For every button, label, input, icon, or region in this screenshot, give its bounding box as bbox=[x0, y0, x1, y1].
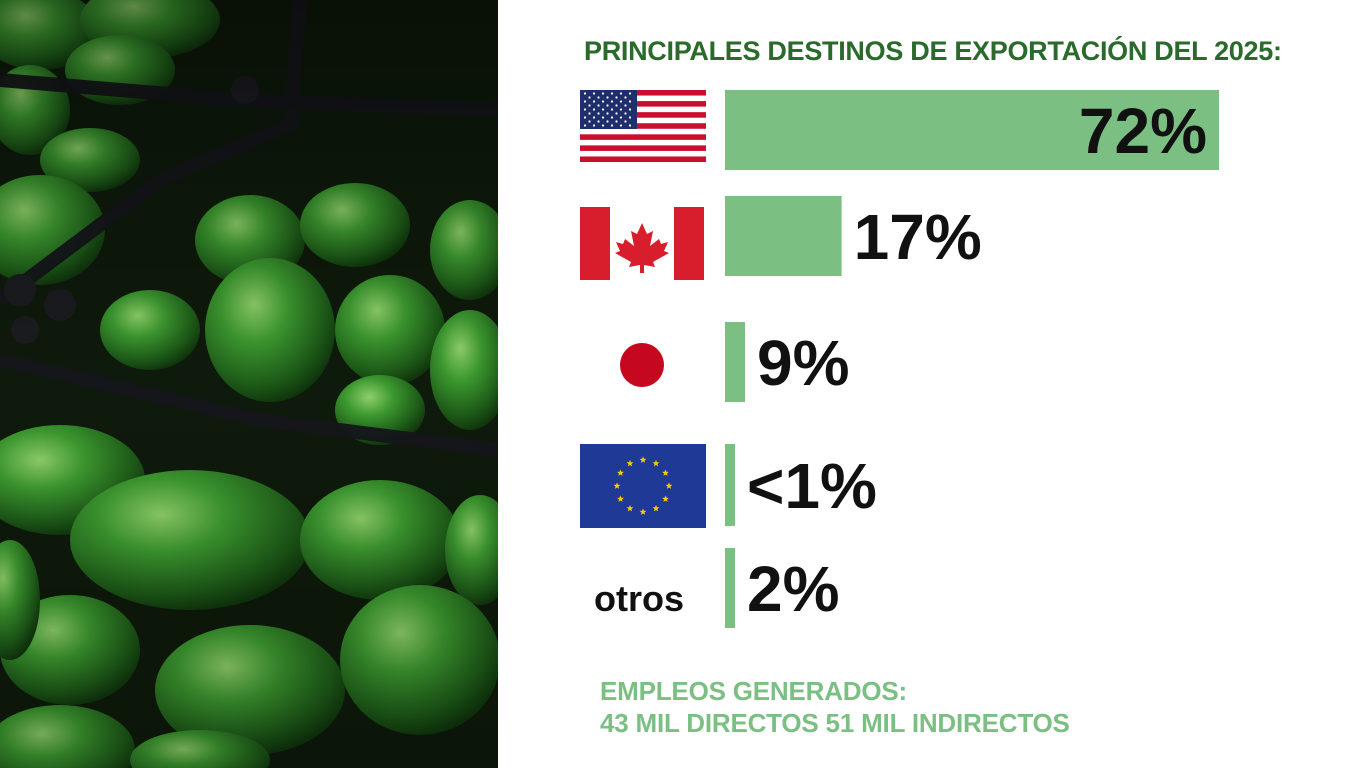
footer-line-2: 43 MIL DIRECTOS 51 MIL INDIRECTOS bbox=[600, 708, 1070, 738]
bar-japan bbox=[725, 322, 745, 402]
bar-otros bbox=[725, 548, 735, 628]
canada-flag-icon bbox=[580, 207, 704, 280]
value-label-canada: 17% bbox=[854, 201, 982, 273]
chart-title: PRINCIPALES DESTINOS DE EXPORTACIÓN DEL … bbox=[584, 36, 1282, 66]
bar-eu bbox=[725, 444, 735, 526]
value-label-otros: 2% bbox=[747, 553, 840, 625]
eu-flag-icon bbox=[580, 444, 706, 528]
bar-usa bbox=[725, 90, 1219, 170]
value-label-japan: 9% bbox=[757, 327, 850, 399]
category-label-otros: otros bbox=[594, 578, 684, 619]
japan-flag-icon bbox=[580, 330, 704, 400]
footer-line-1: EMPLEOS GENERADOS: bbox=[600, 676, 907, 706]
usa-flag-icon bbox=[580, 90, 706, 162]
bar-canada bbox=[725, 196, 842, 276]
value-label-usa: 72% bbox=[1079, 95, 1207, 167]
bar-chart: 72% 17%9% <1% 2% bbox=[725, 90, 1219, 628]
avocado-photo bbox=[0, 0, 498, 768]
value-label-eu: <1% bbox=[747, 450, 877, 522]
